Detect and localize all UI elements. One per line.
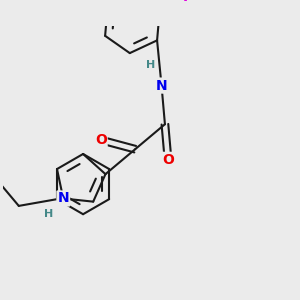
Text: H: H bbox=[146, 61, 155, 70]
Text: N: N bbox=[156, 79, 167, 93]
Text: O: O bbox=[162, 153, 174, 167]
Text: H: H bbox=[44, 209, 54, 219]
Text: O: O bbox=[95, 133, 106, 147]
Text: N: N bbox=[58, 191, 69, 206]
Text: F: F bbox=[183, 0, 193, 4]
